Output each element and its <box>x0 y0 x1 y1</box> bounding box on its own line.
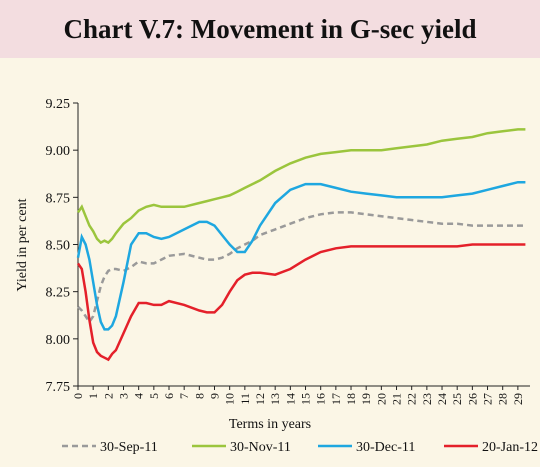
y-axis-label: Yield in per cent <box>15 198 30 291</box>
x-tick-label: 4 <box>132 393 146 399</box>
x-tick-label: 6 <box>162 393 176 399</box>
x-tick-label: 17 <box>329 393 343 405</box>
x-tick-label: 29 <box>511 393 525 405</box>
x-tick-label: 28 <box>496 393 510 405</box>
y-tick-label: 9.00 <box>46 144 71 159</box>
series-line <box>77 211 526 325</box>
y-tick-label: 8.50 <box>46 239 71 254</box>
x-tick-label: 24 <box>435 393 449 405</box>
x-tick-label: 2 <box>101 393 115 399</box>
y-tick-label: 8.00 <box>46 333 71 348</box>
y-tick-label: 8.75 <box>46 191 71 206</box>
x-tick-label: 22 <box>405 393 419 405</box>
x-axis-label: Terms in years <box>229 417 311 432</box>
x-tick-label: 15 <box>299 393 313 405</box>
y-tick-label: 7.75 <box>46 380 71 395</box>
x-tick-label: 8 <box>192 393 206 399</box>
x-tick-label: 10 <box>223 393 237 405</box>
x-tick-label: 1 <box>86 393 100 399</box>
series-line <box>76 180 526 331</box>
legend-label: 30-Dec-11 <box>356 440 415 455</box>
series-line <box>76 243 526 362</box>
legend-label: 30-Nov-11 <box>230 440 291 455</box>
x-tick-label: 14 <box>283 393 297 405</box>
chart-title: Chart V.7: Movement in G-sec yield <box>64 14 477 44</box>
x-tick-label: 20 <box>374 393 388 405</box>
x-tick-label: 26 <box>465 393 479 405</box>
x-tick-label: 23 <box>420 393 434 405</box>
x-tick-label: 21 <box>390 393 404 405</box>
x-tick-label: 19 <box>359 393 373 405</box>
series-line <box>76 128 526 245</box>
x-tick-label: 27 <box>481 393 495 405</box>
y-tick-label: 9.25 <box>46 97 71 112</box>
x-tick-label: 0 <box>71 393 85 399</box>
x-tick-label: 3 <box>117 393 131 399</box>
x-tick-label: 18 <box>344 393 358 405</box>
x-tick-label: 12 <box>253 393 267 405</box>
y-tick-label: 8.25 <box>46 286 71 301</box>
x-tick-label: 5 <box>147 393 161 399</box>
x-tick-label: 9 <box>208 393 222 399</box>
x-tick-label: 11 <box>238 393 252 405</box>
legend-label: 30-Sep-11 <box>100 440 158 455</box>
x-tick-label: 25 <box>450 393 464 405</box>
title-banner <box>0 0 540 58</box>
x-tick-label: 7 <box>177 393 191 399</box>
legend-label: 20-Jan-12 <box>482 440 538 455</box>
x-tick-label: 13 <box>268 393 282 405</box>
x-tick-label: 16 <box>314 393 328 405</box>
